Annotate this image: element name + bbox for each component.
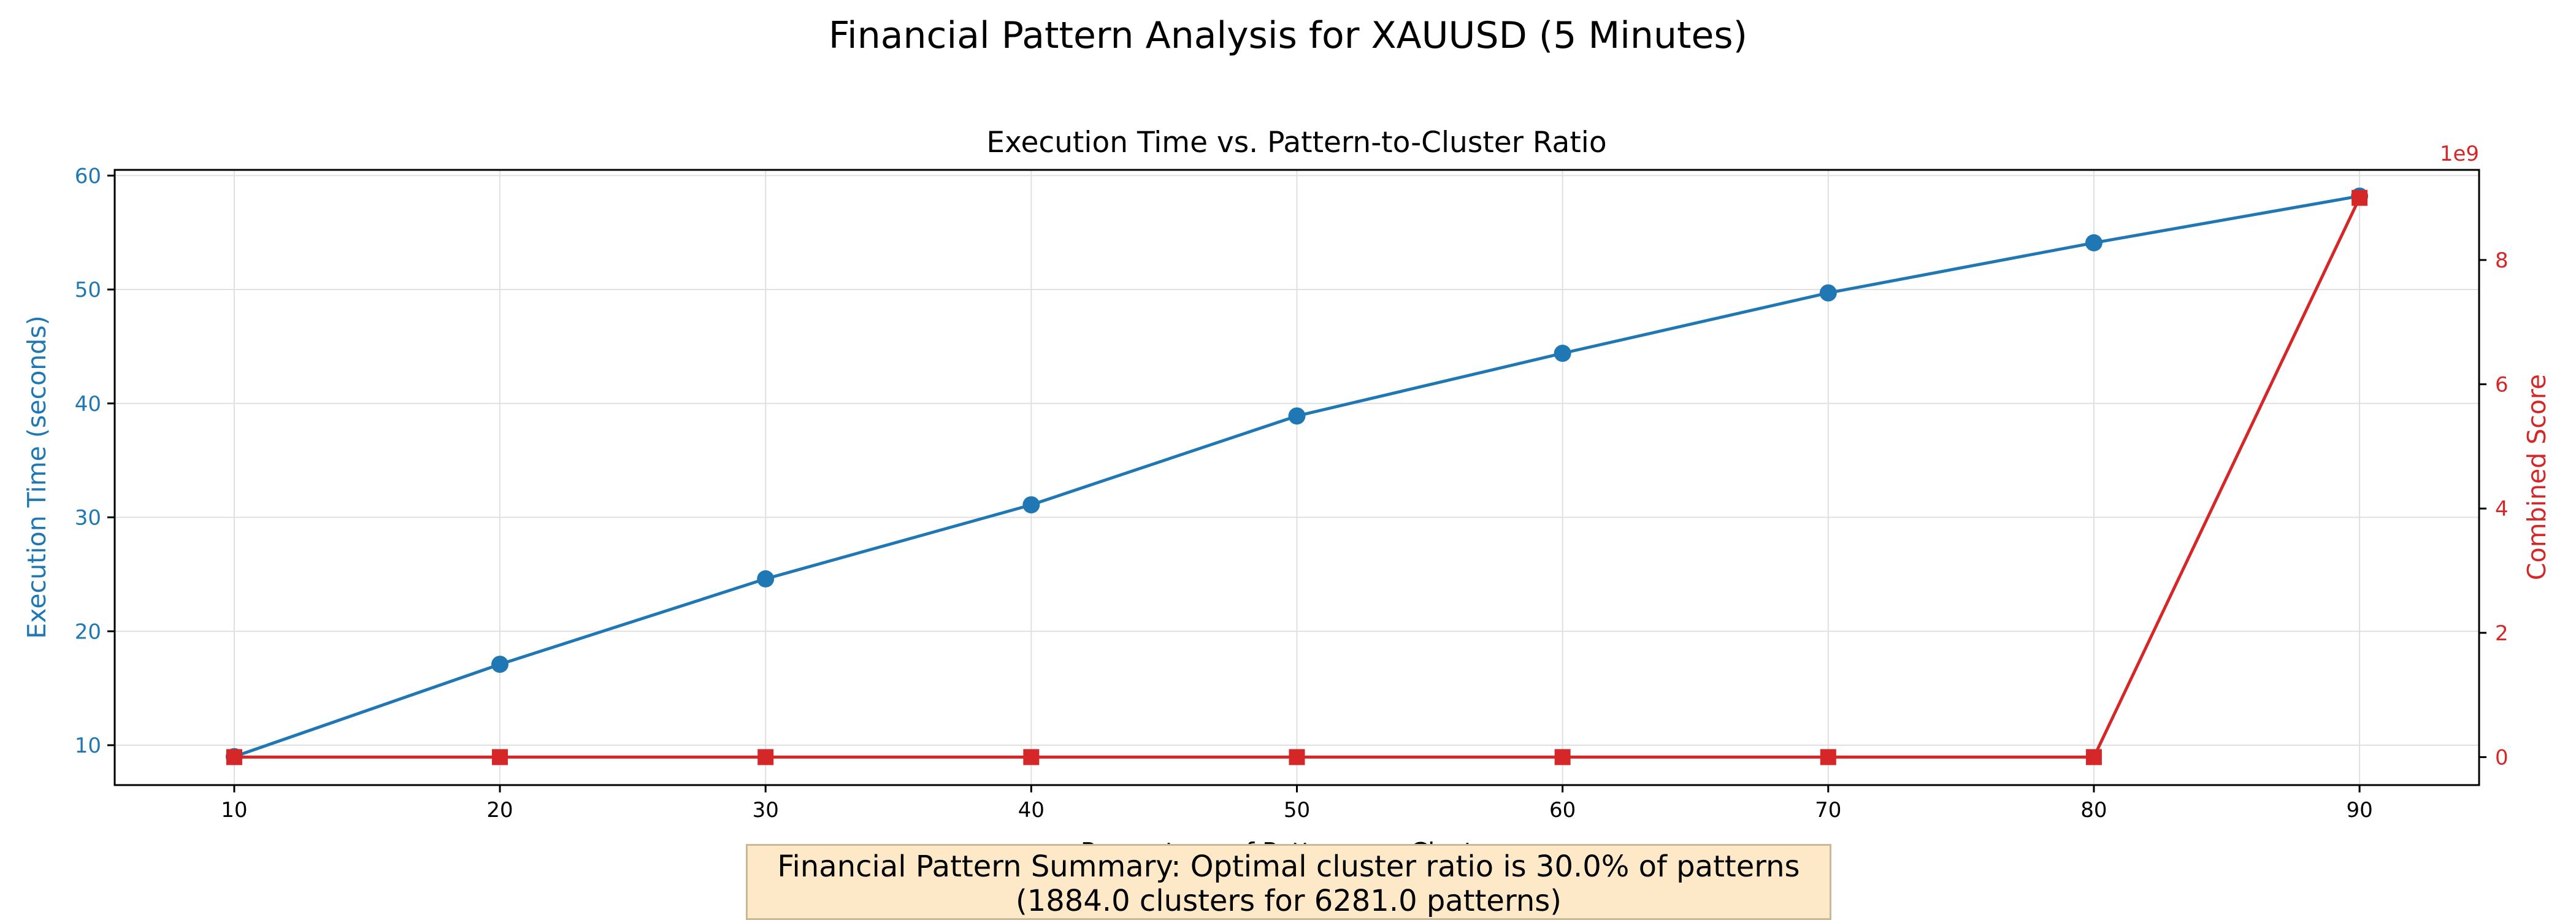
- data-point-circle: [1022, 496, 1040, 514]
- y-tick-label: 40: [75, 392, 101, 416]
- y-tick-label: 30: [75, 506, 101, 531]
- y2-offset-text: 1e9: [2440, 142, 2479, 166]
- x-tick-label: 60: [1549, 798, 1576, 822]
- y2-tick-label: 0: [2495, 745, 2509, 770]
- data-point-circle: [1819, 284, 1837, 302]
- data-point-square: [1023, 749, 1040, 765]
- y2-tick-label: 2: [2495, 621, 2509, 646]
- data-point-square: [1554, 749, 1571, 765]
- x-tick-label: 30: [753, 798, 779, 822]
- y2-tick-label: 6: [2495, 373, 2509, 397]
- data-point-square: [226, 749, 242, 765]
- x-tick-label: 20: [486, 798, 513, 822]
- x-tick-label: 80: [2080, 798, 2107, 822]
- x-tick-label: 90: [2346, 798, 2372, 822]
- series-layer: [225, 187, 2369, 765]
- y-tick-label: 10: [75, 734, 101, 758]
- data-point-square: [1289, 749, 1305, 765]
- data-point-circle: [1288, 407, 1306, 425]
- summary-box: Financial Pattern Summary: Optimal clust…: [746, 844, 1831, 920]
- y-tick-label: 60: [75, 164, 101, 188]
- data-point-square: [757, 749, 774, 765]
- y2-tick-label: 4: [2495, 497, 2509, 521]
- data-point-circle: [2085, 234, 2103, 251]
- y2-axis-label: Combined Score: [2522, 374, 2551, 580]
- x-tick-label: 10: [221, 798, 247, 822]
- data-point-circle: [1554, 345, 1571, 362]
- y-tick-label: 50: [75, 278, 101, 302]
- summary-line-1: Financial Pattern Summary: Optimal clust…: [777, 849, 1800, 884]
- grid: [115, 170, 2479, 785]
- summary-line-2: (1884.0 clusters for 6281.0 patterns): [1015, 884, 1562, 918]
- y-tick-label: 20: [75, 619, 101, 644]
- data-point-square: [492, 749, 508, 765]
- data-point-circle: [491, 656, 509, 673]
- x-tick-label: 50: [1284, 798, 1310, 822]
- data-point-square: [1820, 749, 1836, 765]
- y-axis-label: Execution Time (seconds): [22, 315, 52, 638]
- x-tick-label: 70: [1815, 798, 1841, 822]
- x-tick-label: 40: [1018, 798, 1045, 822]
- data-point-square: [2352, 190, 2368, 206]
- data-point-square: [2085, 749, 2102, 765]
- figure-title: Financial Pattern Analysis for XAUUSD (5…: [829, 14, 1747, 57]
- data-point-circle: [757, 570, 775, 588]
- chart-title: Execution Time vs. Pattern-to-Cluster Ra…: [986, 126, 1606, 159]
- ticks: 10 20 30 40 50 60 70 80 90 10 20 30 40 50 60 0 2 4 6 8: [75, 164, 2509, 822]
- y2-tick-label: 8: [2495, 248, 2509, 273]
